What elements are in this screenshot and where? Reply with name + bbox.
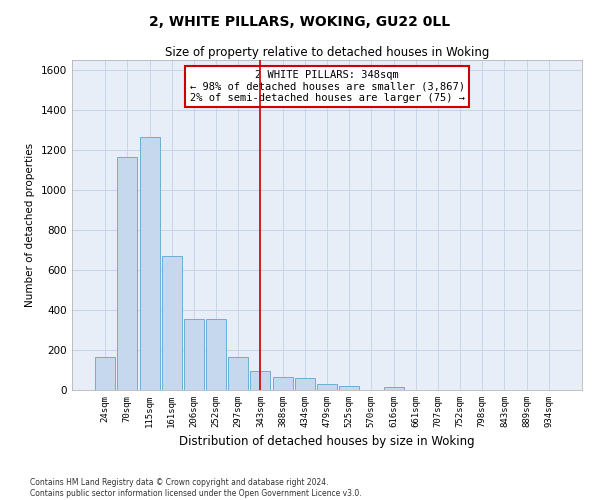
Bar [95, 357, 115, 390]
Bar [250, 371, 271, 390]
Bar [206, 319, 226, 390]
Y-axis label: Number of detached properties: Number of detached properties [25, 143, 35, 307]
Bar [272, 377, 293, 390]
Text: Contains HM Land Registry data © Crown copyright and database right 2024.
Contai: Contains HM Land Registry data © Crown c… [30, 478, 362, 498]
Bar [228, 357, 248, 390]
Bar [162, 256, 182, 390]
Bar [295, 378, 315, 390]
Bar [317, 384, 337, 390]
Bar [339, 386, 359, 390]
Bar [383, 387, 404, 390]
Bar [118, 157, 137, 390]
Text: 2, WHITE PILLARS, WOKING, GU22 0LL: 2, WHITE PILLARS, WOKING, GU22 0LL [149, 15, 451, 29]
X-axis label: Distribution of detached houses by size in Woking: Distribution of detached houses by size … [179, 436, 475, 448]
Text: 2 WHITE PILLARS: 348sqm
← 98% of detached houses are smaller (3,867)
2% of semi-: 2 WHITE PILLARS: 348sqm ← 98% of detache… [190, 70, 464, 103]
Bar [140, 137, 160, 390]
Bar [184, 319, 204, 390]
Title: Size of property relative to detached houses in Woking: Size of property relative to detached ho… [165, 46, 489, 59]
